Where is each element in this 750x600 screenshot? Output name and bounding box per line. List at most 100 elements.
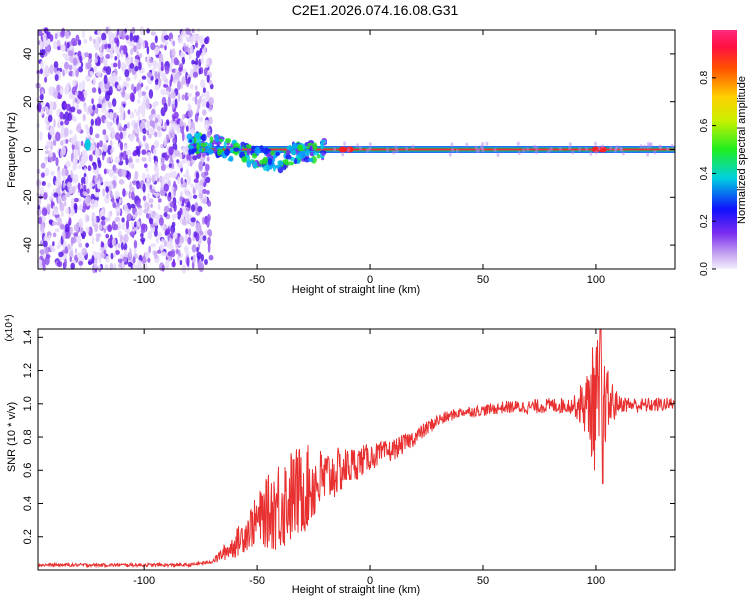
noise-point (114, 56, 118, 61)
noise-point (154, 78, 159, 86)
noise-point (139, 26, 144, 36)
noise-point (171, 221, 176, 228)
noise-point (96, 180, 101, 190)
carrier-side-point (516, 141, 520, 146)
noise-point (125, 77, 131, 82)
noise-point (173, 180, 177, 188)
noise-point (78, 260, 84, 266)
noise-point (75, 91, 79, 96)
noise-point (185, 36, 191, 41)
noise-point (109, 75, 113, 85)
noise-point (171, 103, 175, 110)
noise-point (64, 31, 70, 40)
carrier-side-point (619, 147, 623, 152)
noise-point (132, 35, 138, 43)
noise-point (176, 248, 179, 255)
noise-point (56, 39, 61, 47)
noise-point (178, 161, 184, 169)
noise-point (154, 166, 160, 172)
noise-point (85, 226, 90, 234)
colorbar-gradient (712, 30, 737, 269)
spectrogram-marks (35, 25, 676, 274)
noise-point (142, 183, 146, 193)
noise-point (182, 181, 187, 188)
noise-point (171, 170, 178, 179)
noise-point (124, 82, 130, 88)
carrier-side-point (366, 148, 370, 153)
noise-point (126, 121, 130, 129)
noise-point (194, 85, 198, 91)
noise-point (177, 92, 181, 102)
noise-point (69, 250, 74, 259)
noise-point (179, 207, 183, 216)
noise-point (114, 132, 121, 141)
noise-point (107, 224, 113, 233)
carrier-side-point (465, 142, 469, 147)
noise-point (155, 237, 160, 244)
noise-point (39, 223, 45, 233)
noise-point (118, 75, 122, 82)
noise-point (195, 50, 201, 59)
noise-point (62, 52, 67, 58)
noise-point (64, 119, 70, 126)
noise-point (92, 38, 96, 44)
noise-point (99, 45, 102, 52)
noise-point (63, 253, 68, 259)
noise-point (133, 240, 138, 249)
noise-point (141, 149, 147, 156)
carrier-side-point (477, 148, 481, 153)
noise-point (167, 257, 171, 262)
noise-point (65, 160, 71, 168)
noise-point (117, 258, 123, 263)
noise-point (54, 32, 58, 40)
y-tick-label: 0 (22, 146, 34, 152)
noise-point (193, 178, 199, 183)
noise-point (41, 207, 46, 216)
noise-point (78, 81, 82, 92)
noise-point (208, 103, 213, 111)
noise-point (148, 245, 152, 254)
noise-point (181, 76, 186, 85)
noise-point (154, 46, 160, 56)
noise-point (115, 206, 119, 214)
colorbar-tick-label: 0.0 (699, 262, 710, 276)
y-tick-label: 0.2 (22, 529, 34, 544)
noise-point (179, 260, 183, 266)
carrier-side-point (356, 143, 360, 148)
noise-point (142, 135, 146, 142)
cluster-point (245, 144, 252, 149)
carrier-side-point (609, 145, 613, 151)
noise-point (124, 69, 130, 78)
noise-point (145, 167, 149, 173)
cluster-point (291, 142, 298, 151)
noise-point (129, 48, 134, 56)
cluster-point (272, 154, 278, 159)
noise-point (59, 224, 65, 230)
cluster-point (209, 136, 214, 144)
noise-point (123, 233, 129, 243)
cluster-point (275, 151, 280, 157)
noise-point (107, 101, 112, 109)
noise-point (125, 219, 130, 230)
noise-point (137, 105, 144, 114)
noise-point (101, 219, 106, 226)
noise-point (141, 75, 147, 80)
noise-point (46, 203, 51, 213)
noise-point (122, 127, 127, 132)
noise-point (189, 68, 194, 78)
noise-point (103, 168, 107, 175)
noise-point (168, 163, 173, 169)
noise-point (64, 69, 70, 74)
noise-point (142, 195, 147, 202)
noise-point (159, 244, 164, 251)
noise-point (142, 172, 146, 181)
noise-point (48, 196, 52, 201)
noise-point (50, 170, 55, 176)
noise-point (70, 226, 73, 235)
noise-point (173, 213, 179, 218)
noise-point (153, 228, 158, 237)
carrier-side-point (594, 141, 597, 146)
noise-point (124, 204, 128, 212)
noise-point (162, 125, 166, 130)
colorbar-tick-label: 0.6 (699, 118, 710, 132)
